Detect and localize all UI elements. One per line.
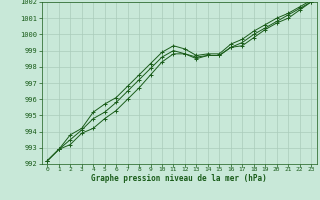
X-axis label: Graphe pression niveau de la mer (hPa): Graphe pression niveau de la mer (hPa) bbox=[91, 174, 267, 183]
